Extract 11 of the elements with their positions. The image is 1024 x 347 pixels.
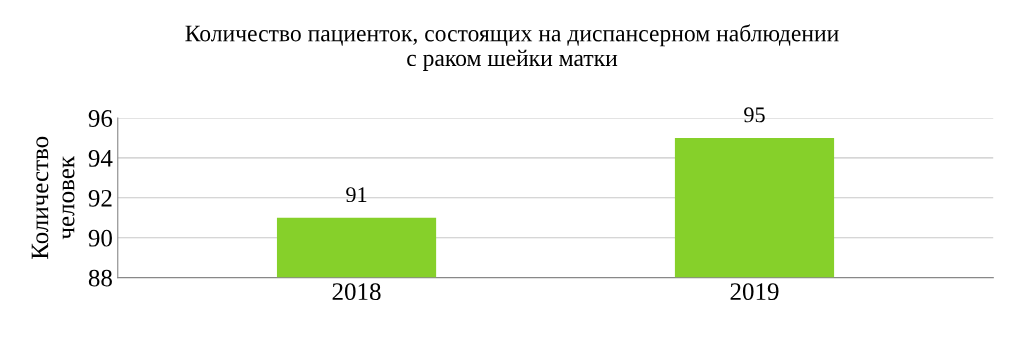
y-tick-label: 92: [88, 189, 112, 207]
data-label: 91: [346, 187, 367, 203]
data-label: 95: [744, 107, 765, 123]
x-tick-label: 2018: [332, 283, 381, 301]
chart-title: Количество пациенток, состоящих на диспансерном наблюдении с раком шейки матки: [185, 24, 839, 71]
y-tick-label: 90: [88, 229, 112, 247]
y-tick-label: 88: [88, 269, 112, 287]
y-tick-label: 94: [88, 150, 113, 167]
x-tick-label: 2019: [730, 283, 779, 301]
y-tick-label: 96: [88, 110, 113, 127]
y-axis-title: Количество человек: [31, 136, 75, 260]
